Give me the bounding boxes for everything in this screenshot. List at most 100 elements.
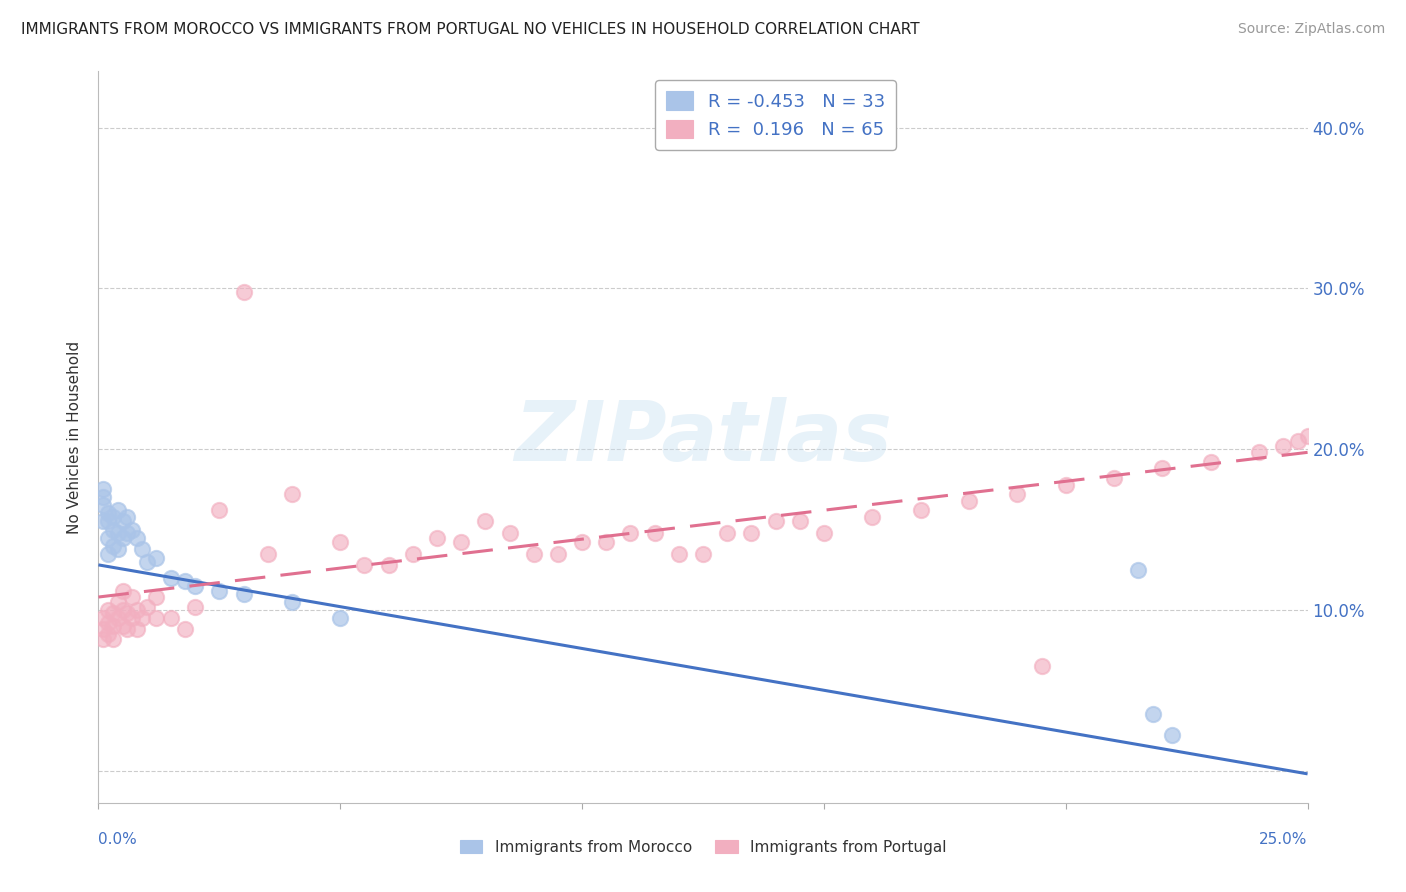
Point <box>329 535 352 549</box>
Point <box>97 627 120 641</box>
Point <box>426 531 449 545</box>
Point <box>107 503 129 517</box>
Legend: Immigrants from Morocco, Immigrants from Portugal: Immigrants from Morocco, Immigrants from… <box>453 834 953 861</box>
Point <box>135 599 157 614</box>
Point <box>1007 487 1029 501</box>
Point <box>1128 563 1150 577</box>
Point <box>1272 439 1295 453</box>
Point <box>97 507 120 521</box>
Point <box>1031 659 1053 673</box>
Point <box>97 547 120 561</box>
Point <box>1199 455 1222 469</box>
Point <box>91 515 114 529</box>
Point <box>117 525 139 540</box>
Point <box>571 535 593 549</box>
Point <box>595 535 617 549</box>
Point <box>127 622 149 636</box>
Point <box>107 611 129 625</box>
Text: 0.0%: 0.0% <box>98 832 138 847</box>
Point <box>127 531 149 545</box>
Point <box>111 603 134 617</box>
Point <box>121 611 143 625</box>
Point <box>281 595 304 609</box>
Point <box>97 603 120 617</box>
Text: ZIPatlas: ZIPatlas <box>515 397 891 477</box>
Point <box>377 558 399 572</box>
Point <box>127 603 149 617</box>
Point <box>232 285 254 299</box>
Point <box>91 632 114 646</box>
Point <box>692 547 714 561</box>
Point <box>1296 429 1319 443</box>
Point <box>184 599 207 614</box>
Text: 25.0%: 25.0% <box>1260 832 1308 847</box>
Point <box>107 541 129 556</box>
Point <box>208 583 231 598</box>
Point <box>668 547 690 561</box>
Point <box>91 611 114 625</box>
Point <box>174 622 197 636</box>
Point <box>789 515 811 529</box>
Point <box>121 590 143 604</box>
Point <box>813 525 835 540</box>
Point <box>131 541 153 556</box>
Point <box>184 579 207 593</box>
Point <box>208 503 231 517</box>
Point <box>91 491 114 505</box>
Point <box>523 547 546 561</box>
Point <box>474 515 496 529</box>
Point <box>1152 461 1174 475</box>
Point <box>160 571 183 585</box>
Point <box>145 551 167 566</box>
Point <box>107 595 129 609</box>
Point <box>1161 728 1184 742</box>
Point <box>740 525 762 540</box>
Point <box>135 555 157 569</box>
Point <box>91 499 114 513</box>
Y-axis label: No Vehicles in Household: No Vehicles in Household <box>67 341 83 533</box>
Point <box>131 611 153 625</box>
Point <box>91 483 114 497</box>
Point <box>101 539 124 553</box>
Point <box>97 531 120 545</box>
Point <box>101 509 124 524</box>
Point <box>765 515 787 529</box>
Point <box>716 525 738 540</box>
Point <box>111 531 134 545</box>
Point <box>97 515 120 529</box>
Point <box>145 590 167 604</box>
Point <box>101 523 124 537</box>
Text: Source: ZipAtlas.com: Source: ZipAtlas.com <box>1237 22 1385 37</box>
Point <box>402 547 425 561</box>
Point <box>97 615 120 630</box>
Point <box>644 525 666 540</box>
Point <box>353 558 375 572</box>
Point <box>1286 434 1309 449</box>
Point <box>281 487 304 501</box>
Text: IMMIGRANTS FROM MOROCCO VS IMMIGRANTS FROM PORTUGAL NO VEHICLES IN HOUSEHOLD COR: IMMIGRANTS FROM MOROCCO VS IMMIGRANTS FR… <box>21 22 920 37</box>
Point <box>1249 445 1271 459</box>
Point <box>1102 471 1125 485</box>
Point <box>957 493 980 508</box>
Point <box>101 606 124 620</box>
Point <box>111 583 134 598</box>
Point <box>117 509 139 524</box>
Point <box>174 574 197 588</box>
Point <box>101 632 124 646</box>
Point <box>860 509 883 524</box>
Point <box>329 611 352 625</box>
Point <box>91 622 114 636</box>
Point <box>117 606 139 620</box>
Point <box>111 515 134 529</box>
Point <box>1142 707 1164 722</box>
Point <box>107 525 129 540</box>
Point <box>121 523 143 537</box>
Point <box>498 525 520 540</box>
Point <box>910 503 932 517</box>
Point <box>256 547 278 561</box>
Point <box>450 535 472 549</box>
Point <box>232 587 254 601</box>
Point <box>145 611 167 625</box>
Point <box>111 619 134 633</box>
Point <box>117 622 139 636</box>
